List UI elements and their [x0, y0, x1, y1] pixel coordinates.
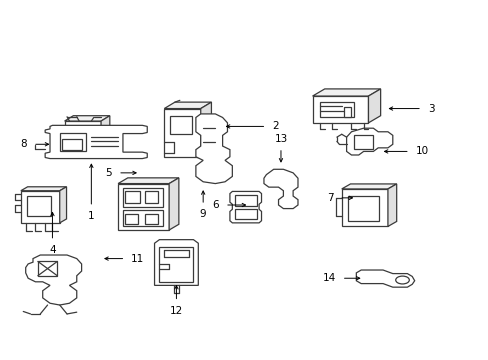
- Polygon shape: [196, 114, 232, 184]
- Polygon shape: [21, 187, 66, 191]
- Polygon shape: [356, 270, 414, 287]
- Polygon shape: [387, 184, 396, 226]
- Bar: [122, 210, 163, 226]
- Polygon shape: [64, 116, 110, 121]
- Bar: [159, 247, 193, 282]
- Bar: [21, 191, 60, 223]
- Bar: [27, 196, 51, 216]
- Bar: [319, 102, 353, 117]
- Text: 1: 1: [88, 211, 95, 221]
- Polygon shape: [169, 178, 179, 230]
- Bar: [353, 135, 372, 149]
- Bar: [60, 133, 86, 152]
- Polygon shape: [118, 178, 179, 184]
- Text: 4: 4: [49, 245, 56, 255]
- Text: 6: 6: [212, 200, 219, 210]
- Ellipse shape: [395, 276, 408, 284]
- Bar: [234, 209, 256, 219]
- Polygon shape: [101, 116, 110, 155]
- Bar: [170, 116, 192, 134]
- Polygon shape: [45, 125, 147, 158]
- Polygon shape: [368, 89, 380, 123]
- Bar: [72, 128, 91, 146]
- Bar: [347, 196, 378, 221]
- Text: 8: 8: [20, 139, 27, 149]
- Text: 11: 11: [131, 253, 144, 264]
- Polygon shape: [346, 128, 392, 155]
- Polygon shape: [201, 102, 211, 157]
- Bar: [125, 213, 137, 224]
- Bar: [125, 192, 140, 203]
- Polygon shape: [154, 240, 198, 285]
- Text: 14: 14: [322, 273, 335, 283]
- Polygon shape: [26, 255, 81, 305]
- Text: 7: 7: [326, 193, 333, 203]
- Text: 3: 3: [427, 104, 433, 113]
- Bar: [234, 195, 256, 206]
- Text: 2: 2: [272, 121, 278, 131]
- Bar: [164, 109, 201, 157]
- Polygon shape: [229, 192, 261, 223]
- Bar: [344, 108, 351, 117]
- Polygon shape: [60, 187, 66, 223]
- Bar: [144, 192, 158, 203]
- Bar: [341, 189, 387, 226]
- Polygon shape: [341, 184, 396, 189]
- Bar: [118, 184, 169, 230]
- Bar: [62, 139, 81, 150]
- Text: 10: 10: [415, 147, 428, 157]
- Bar: [312, 96, 368, 123]
- Text: 5: 5: [105, 168, 112, 178]
- Text: 13: 13: [274, 134, 287, 144]
- Bar: [38, 261, 57, 276]
- Polygon shape: [312, 89, 380, 96]
- Bar: [144, 213, 158, 224]
- Bar: [64, 121, 101, 155]
- Polygon shape: [264, 169, 297, 208]
- Text: 9: 9: [200, 209, 206, 219]
- Polygon shape: [164, 102, 211, 109]
- Text: 12: 12: [169, 306, 183, 316]
- Bar: [122, 188, 163, 207]
